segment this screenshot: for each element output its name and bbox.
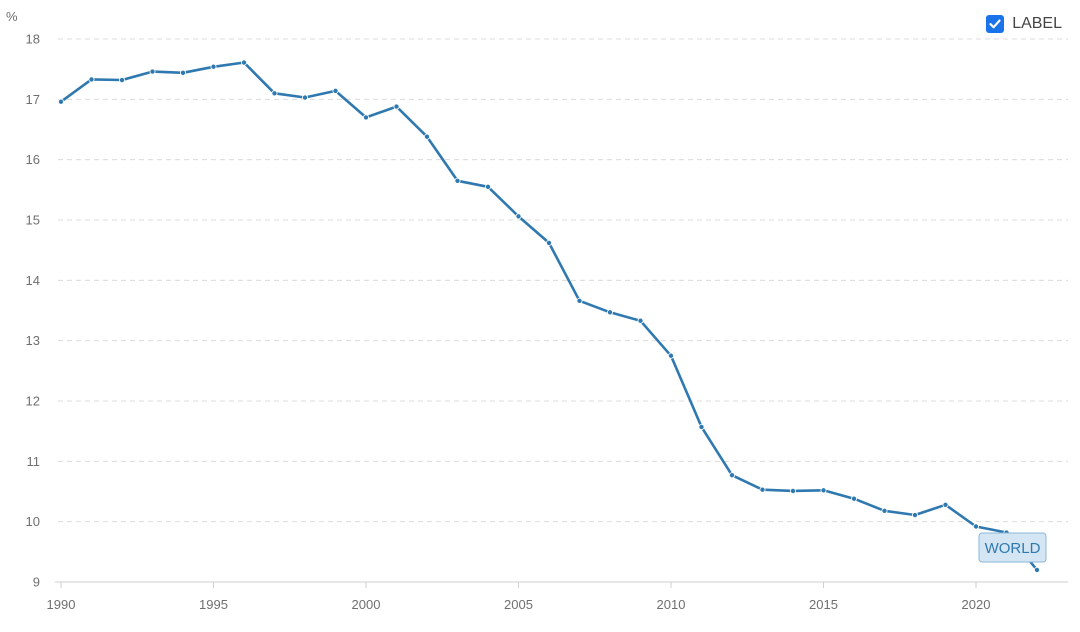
y-tick-label: 12 — [26, 394, 40, 409]
data-point[interactable] — [119, 77, 126, 84]
data-point[interactable] — [759, 486, 766, 493]
data-point[interactable] — [149, 68, 156, 75]
y-tick-label: 9 — [33, 575, 40, 590]
y-tick-label: 15 — [26, 213, 40, 228]
data-point[interactable] — [637, 317, 644, 324]
data-point[interactable] — [790, 487, 797, 494]
y-tick-label: 17 — [26, 92, 40, 107]
data-point[interactable] — [332, 87, 339, 94]
data-point[interactable] — [179, 69, 186, 76]
y-tick-label: 10 — [26, 514, 40, 529]
data-point[interactable] — [942, 501, 949, 508]
data-point[interactable] — [362, 114, 369, 121]
data-point[interactable] — [515, 213, 522, 220]
data-point[interactable] — [912, 512, 919, 519]
data-point[interactable] — [851, 495, 858, 502]
series-tag[interactable]: WORLD — [978, 532, 1047, 563]
data-point[interactable] — [210, 63, 217, 70]
data-point[interactable] — [301, 94, 308, 101]
data-point[interactable] — [240, 59, 247, 66]
x-tick-label: 2015 — [809, 597, 838, 612]
data-point[interactable] — [546, 239, 553, 246]
y-tick-label: 11 — [27, 454, 41, 469]
y-tick-label: 18 — [26, 32, 40, 47]
x-tick-label: 1995 — [199, 597, 228, 612]
data-point[interactable] — [607, 309, 614, 316]
data-point[interactable] — [881, 507, 888, 514]
x-tick-label: 2020 — [962, 597, 991, 612]
x-tick-label: 2000 — [352, 597, 381, 612]
data-point[interactable] — [973, 523, 980, 530]
data-point[interactable] — [698, 423, 705, 430]
data-point[interactable] — [454, 177, 461, 184]
x-tick-label: 1990 — [47, 597, 76, 612]
data-point[interactable] — [484, 183, 491, 190]
data-point[interactable] — [58, 98, 65, 105]
data-point[interactable] — [820, 487, 827, 494]
x-tick-label: 2010 — [657, 597, 686, 612]
data-point[interactable] — [668, 352, 675, 359]
series-tag-box — [978, 532, 1047, 563]
grid-lines — [58, 38, 1068, 523]
x-tick-label: 2005 — [504, 597, 533, 612]
y-tick-label: 14 — [26, 273, 40, 288]
series-layer — [58, 59, 1041, 573]
legend-toggle[interactable]: LABEL — [986, 15, 1062, 33]
series-tag-label: WORLD — [985, 540, 1041, 557]
data-point[interactable] — [576, 297, 583, 304]
legend-label: LABEL — [1012, 15, 1062, 32]
data-point[interactable] — [88, 76, 95, 83]
data-point[interactable] — [1034, 566, 1041, 573]
data-point[interactable] — [423, 133, 430, 140]
y-tick-label: 16 — [26, 152, 40, 167]
checkbox-icon[interactable] — [986, 15, 1005, 33]
data-point[interactable] — [729, 472, 736, 479]
series-line — [59, 61, 1039, 572]
data-point[interactable] — [393, 103, 400, 110]
y-tick-label: 13 — [26, 333, 40, 348]
axes: 9 10 11 12 13 14 15 16 17 18 1990 1995 2000 2005 2010 2… — [6, 9, 1068, 612]
data-point[interactable] — [271, 90, 278, 97]
y-unit-label: % — [6, 9, 18, 24]
